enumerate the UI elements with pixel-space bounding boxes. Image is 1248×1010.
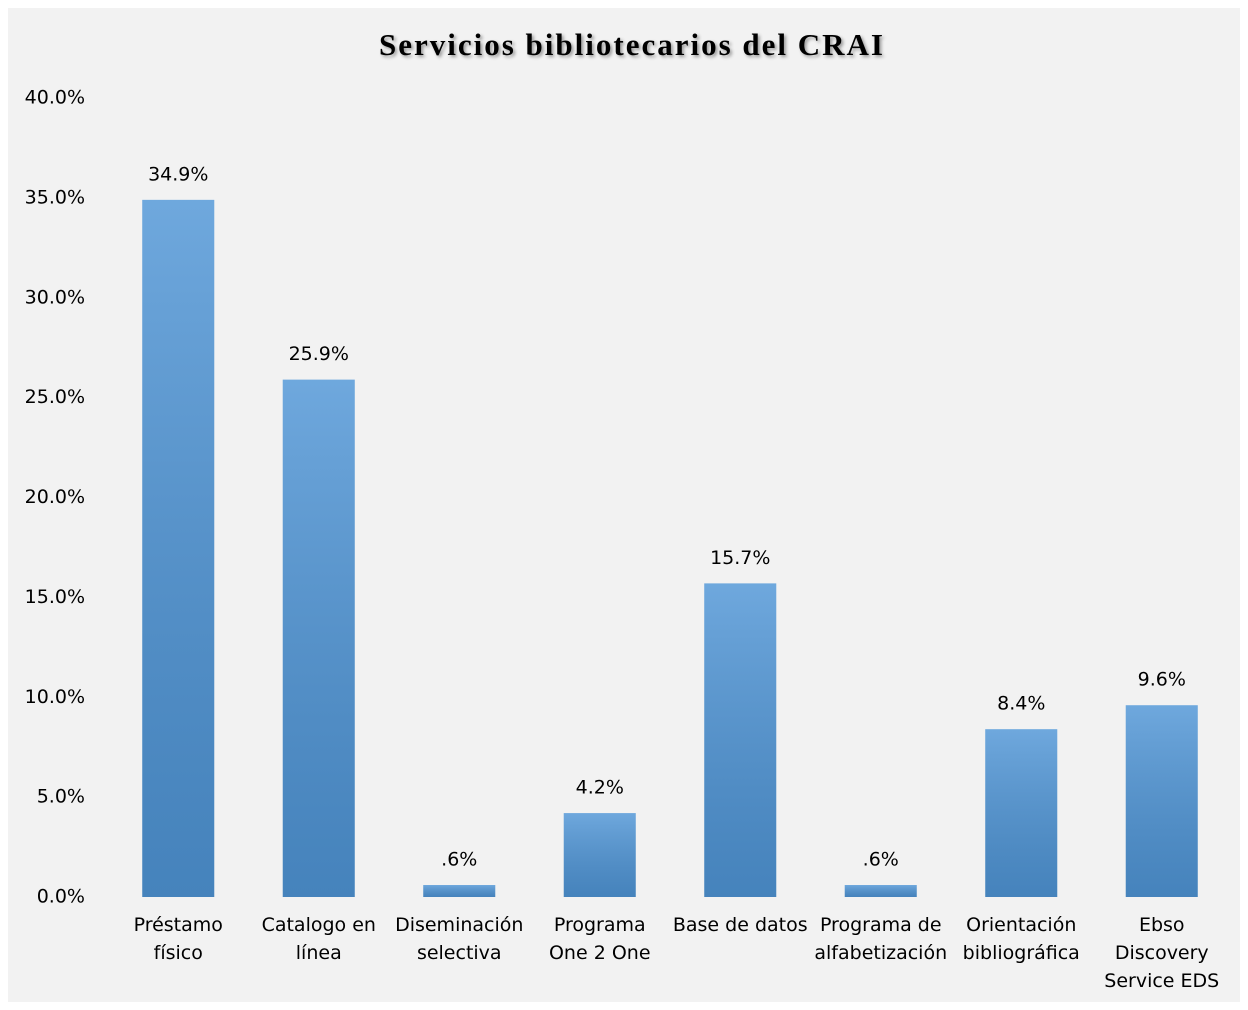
bar-shade xyxy=(704,583,777,897)
bar-shade xyxy=(1125,705,1198,897)
x-tick-label: Orientación bibliográfica xyxy=(962,914,1080,964)
bar-shade xyxy=(282,379,355,898)
x-tick-label: Base de datos xyxy=(672,914,808,936)
x-tick-label-box: Ebso Discovery Service EDS xyxy=(1104,914,1220,992)
data-label: 15.7% xyxy=(710,547,770,569)
x-tick-label-box: Préstamo físico xyxy=(133,914,223,964)
y-tick-label: 20.0% xyxy=(25,486,85,508)
x-tick-label-box: Orientación bibliográfica xyxy=(962,914,1080,964)
x-tick-label-box: Base de datos xyxy=(672,914,808,936)
chart-title: Servicios bibliotecarios del CRAI xyxy=(379,27,885,62)
y-tick-label: 15.0% xyxy=(25,586,85,608)
y-tick-label: 0.0% xyxy=(37,886,85,908)
y-tick-label: 35.0% xyxy=(25,186,85,208)
x-tick-label: Diseminación selectiva xyxy=(395,914,524,964)
bar-shade xyxy=(985,729,1058,897)
x-tick-label: Programa de alfabetización xyxy=(814,914,948,964)
y-tick-label: 10.0% xyxy=(25,686,85,708)
y-tick-label: 5.0% xyxy=(37,786,85,808)
bar-shade xyxy=(563,813,636,897)
bar-shade xyxy=(844,885,917,897)
data-label: 25.9% xyxy=(289,343,349,365)
x-tick-label: Programa One 2 One xyxy=(548,914,651,964)
bar-shade xyxy=(142,199,215,897)
x-tick-label-box: Programa One 2 One xyxy=(548,914,651,964)
data-label: 8.4% xyxy=(997,693,1045,715)
x-tick-label: Préstamo físico xyxy=(133,914,223,964)
x-tick-label-box: Programa de alfabetización xyxy=(814,914,948,964)
y-tick-label: 40.0% xyxy=(25,87,85,109)
x-tick-label: Ebso Discovery Service EDS xyxy=(1104,914,1220,992)
y-tick-label: 30.0% xyxy=(25,286,85,308)
data-label: 34.9% xyxy=(148,163,208,185)
x-tick-label: Catalogo en línea xyxy=(261,914,376,964)
data-label: 9.6% xyxy=(1138,669,1186,691)
data-label: 4.2% xyxy=(576,777,624,799)
data-label: .6% xyxy=(863,849,899,871)
x-tick-label-box: Diseminación selectiva xyxy=(395,914,524,964)
x-tick-label-box: Catalogo en línea xyxy=(261,914,376,964)
y-tick-label: 25.0% xyxy=(25,386,85,408)
bar-shade xyxy=(423,885,496,897)
data-label: .6% xyxy=(441,849,477,871)
